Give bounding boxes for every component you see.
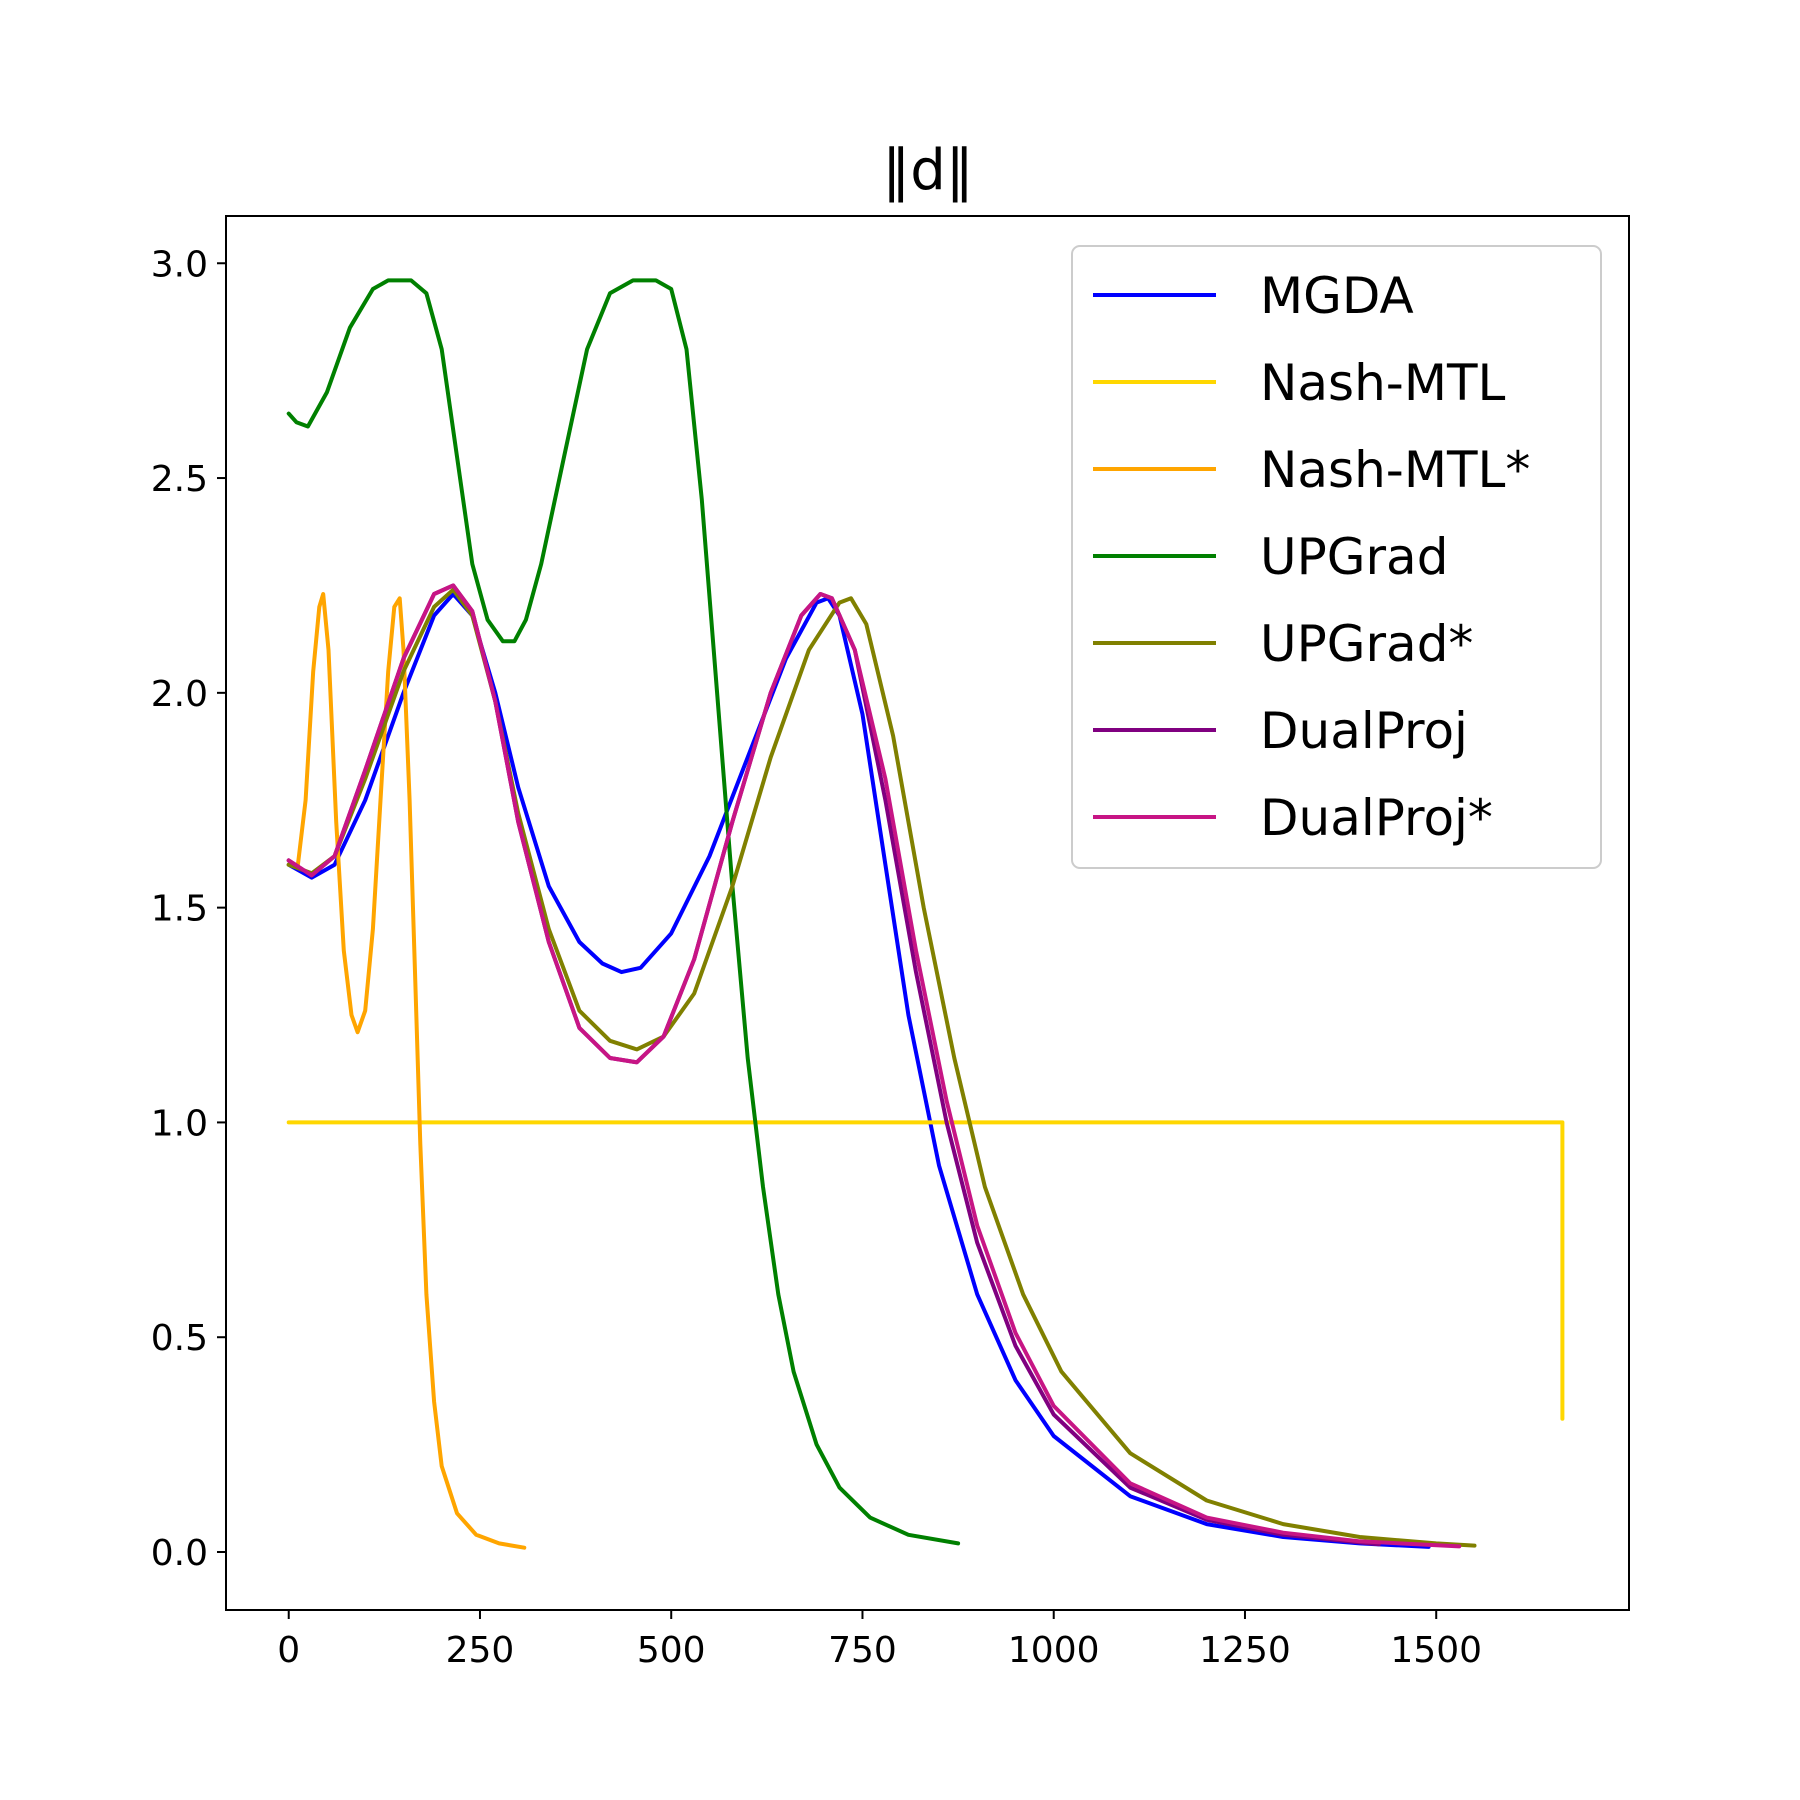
legend-label: Nash-MTL* xyxy=(1260,441,1530,499)
series-line-0 xyxy=(286,592,1431,1549)
y-tick-label: 3.0 xyxy=(151,244,208,285)
legend-label: MGDA xyxy=(1260,267,1414,325)
y-tick-label: 1.0 xyxy=(151,1103,208,1144)
legend-label: DualProj xyxy=(1260,702,1468,760)
series-line-1 xyxy=(286,1120,1565,1421)
y-tick-label: 1.5 xyxy=(151,889,208,930)
legend-label: Nash-MTL xyxy=(1260,354,1506,412)
x-tick-label: 250 xyxy=(446,1630,515,1671)
x-tick-label: 750 xyxy=(828,1630,897,1671)
legend-label: UPGrad* xyxy=(1260,615,1473,673)
y-tick-label: 0.0 xyxy=(151,1533,208,1574)
x-tick-label: 0 xyxy=(277,1630,300,1671)
series-line-6 xyxy=(286,583,1462,1549)
plot-frame xyxy=(225,215,1630,1611)
y-tick-label: 0.5 xyxy=(151,1318,208,1359)
y-tick-label: 2.5 xyxy=(151,459,208,500)
series-layer xyxy=(286,278,1565,1550)
series-line-3 xyxy=(286,278,961,1546)
x-tick-label: 500 xyxy=(637,1630,706,1671)
legend-label: DualProj* xyxy=(1260,789,1493,847)
y-axis: 0.0 0.5 1.0 1.5 2.0 2.5 3.0 xyxy=(151,244,226,1574)
legend: MGDA Nash-MTL Nash-MTL* UPGrad UPGrad* DualPr… xyxy=(1071,245,1602,869)
x-tick-label: 1000 xyxy=(1008,1630,1100,1671)
x-axis: 0 250 500 750 1000 1250 1500 xyxy=(277,1610,1482,1671)
series-line-2 xyxy=(286,592,527,1550)
series-line-4 xyxy=(286,587,1477,1548)
x-tick-label: 1250 xyxy=(1199,1630,1291,1671)
legend-box xyxy=(1071,245,1602,869)
legend-label: UPGrad xyxy=(1260,528,1448,586)
chart-title: ‖d‖ xyxy=(882,138,974,203)
y-tick-label: 2.0 xyxy=(151,674,208,715)
x-tick-label: 1500 xyxy=(1390,1630,1482,1671)
